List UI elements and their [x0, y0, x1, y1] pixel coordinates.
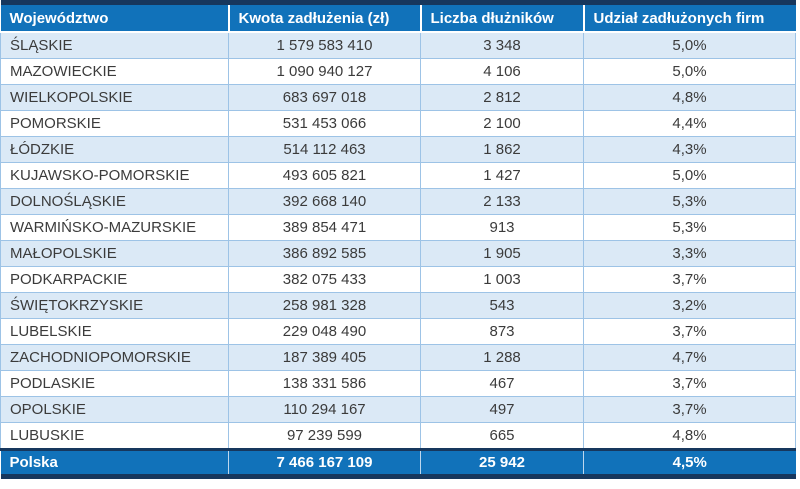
cell-debt: 258 981 328 [228, 292, 421, 319]
table-row: MAZOWIECKIE 1 090 940 127 4 106 5,0% [0, 58, 796, 85]
cell-region: DOLNOŚLĄSKIE [0, 188, 229, 215]
cell-share: 3,7% [583, 318, 796, 345]
cell-debt: 531 453 066 [228, 110, 421, 137]
cell-share: 5,3% [583, 188, 796, 215]
cell-debtors: 1 905 [420, 240, 584, 267]
cell-debtors: 1 288 [420, 344, 584, 371]
cell-region: LUBUSKIE [0, 422, 229, 450]
table-row: LUBUSKIE 97 239 599 665 4,8% [0, 422, 796, 450]
table-row: POMORSKIE 531 453 066 2 100 4,4% [0, 110, 796, 137]
table-row: OPOLSKIE 110 294 167 497 3,7% [0, 396, 796, 423]
cell-region: WIELKOPOLSKIE [0, 84, 229, 111]
cell-share: 3,7% [583, 266, 796, 293]
table-row: LUBELSKIE 229 048 490 873 3,7% [0, 318, 796, 345]
cell-debtors: 467 [420, 370, 584, 397]
cell-debtors: 3 348 [420, 31, 584, 59]
cell-share: 3,7% [583, 396, 796, 423]
cell-debtors: 4 106 [420, 58, 584, 85]
cell-debt: 493 605 821 [228, 162, 421, 189]
cell-debt: 382 075 433 [228, 266, 421, 293]
cell-region: MAZOWIECKIE [0, 58, 229, 85]
cell-debt: 229 048 490 [228, 318, 421, 345]
cell-region: PODKARPACKIE [0, 266, 229, 293]
table-row: WIELKOPOLSKIE 683 697 018 2 812 4,8% [0, 84, 796, 111]
header-row: Województwo Kwota zadłużenia (zł) Liczba… [0, 2, 796, 33]
cell-share: 4,8% [583, 84, 796, 111]
cell-debtors: 1 427 [420, 162, 584, 189]
cell-share: 4,4% [583, 110, 796, 137]
total-debt-value: 7 466 167 109 [228, 448, 421, 477]
cell-share: 5,0% [583, 31, 796, 59]
column-header-udzial-zadluzonych-firm: Udział zadłużonych firm [583, 2, 796, 33]
cell-region: LUBELSKIE [0, 318, 229, 345]
cell-debtors: 1 003 [420, 266, 584, 293]
cell-debtors: 873 [420, 318, 584, 345]
total-debtors-value: 25 942 [420, 448, 584, 477]
table-row: ŁÓDZKIE 514 112 463 1 862 4,3% [0, 136, 796, 163]
cell-region: ZACHODNIOPOMORSKIE [0, 344, 229, 371]
cell-debt: 1 090 940 127 [228, 58, 421, 85]
cell-share: 3,7% [583, 370, 796, 397]
cell-region: ŚLĄSKIE [0, 31, 229, 59]
total-share-value: 4,5% [583, 448, 796, 477]
cell-debt: 110 294 167 [228, 396, 421, 423]
table-row: ŚLĄSKIE 1 579 583 410 3 348 5,0% [0, 31, 796, 59]
table-row: PODLASKIE 138 331 586 467 3,7% [0, 370, 796, 397]
cell-region: KUJAWSKO-POMORSKIE [0, 162, 229, 189]
cell-share: 4,8% [583, 422, 796, 450]
cell-region: ŚWIĘTOKRZYSKIE [0, 292, 229, 319]
table-row: MAŁOPOLSKIE 386 892 585 1 905 3,3% [0, 240, 796, 267]
column-header-kwota-zadluzenia: Kwota zadłużenia (zł) [228, 2, 422, 33]
cell-debt: 187 389 405 [228, 344, 421, 371]
cell-debt: 389 854 471 [228, 214, 421, 241]
cell-debtors: 2 133 [420, 188, 584, 215]
total-label: Polska [0, 448, 229, 477]
total-row: Polska 7 466 167 109 25 942 4,5% [0, 448, 796, 477]
cell-debt: 514 112 463 [228, 136, 421, 163]
table-row: ŚWIĘTOKRZYSKIE 258 981 328 543 3,2% [0, 292, 796, 319]
table-body: ŚLĄSKIE 1 579 583 410 3 348 5,0% MAZOWIECKIE… [0, 31, 796, 450]
cell-debtors: 913 [420, 214, 584, 241]
cell-region: WARMIŃSKO-MAZURSKIE [0, 214, 229, 241]
cell-debtors: 2 812 [420, 84, 584, 111]
column-header-liczba-dluznikow: Liczba dłużników [420, 2, 585, 33]
cell-region: ŁÓDZKIE [0, 136, 229, 163]
table-row: ZACHODNIOPOMORSKIE 187 389 405 1 288 4,7% [0, 344, 796, 371]
column-header-wojewodztwo: Województwo [0, 2, 230, 33]
cell-debtors: 543 [420, 292, 584, 319]
cell-debt: 97 239 599 [228, 422, 421, 450]
cell-region: PODLASKIE [0, 370, 229, 397]
cell-share: 4,7% [583, 344, 796, 371]
cell-region: POMORSKIE [0, 110, 229, 137]
cell-region: MAŁOPOLSKIE [0, 240, 229, 267]
cell-share: 5,3% [583, 214, 796, 241]
voivodeship-debt-table: Województwo Kwota zadłużenia (zł) Liczba… [0, 0, 796, 479]
cell-share: 5,0% [583, 58, 796, 85]
cell-debt: 138 331 586 [228, 370, 421, 397]
table-row: WARMIŃSKO-MAZURSKIE 389 854 471 913 5,3% [0, 214, 796, 241]
table-row: PODKARPACKIE 382 075 433 1 003 3,7% [0, 266, 796, 293]
cell-region: OPOLSKIE [0, 396, 229, 423]
cell-debtors: 497 [420, 396, 584, 423]
cell-debtors: 2 100 [420, 110, 584, 137]
cell-share: 4,3% [583, 136, 796, 163]
cell-debt: 386 892 585 [228, 240, 421, 267]
table-row: DOLNOŚLĄSKIE 392 668 140 2 133 5,3% [0, 188, 796, 215]
cell-debt: 1 579 583 410 [228, 31, 421, 59]
cell-share: 3,3% [583, 240, 796, 267]
cell-debt: 392 668 140 [228, 188, 421, 215]
cell-debtors: 665 [420, 422, 584, 450]
table-row: KUJAWSKO-POMORSKIE 493 605 821 1 427 5,0% [0, 162, 796, 189]
cell-share: 5,0% [583, 162, 796, 189]
cell-share: 3,2% [583, 292, 796, 319]
cell-debt: 683 697 018 [228, 84, 421, 111]
cell-debtors: 1 862 [420, 136, 584, 163]
